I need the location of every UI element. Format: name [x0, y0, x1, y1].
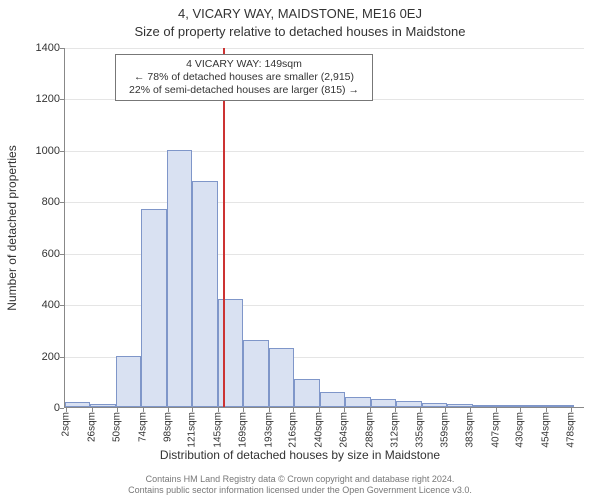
ytick-mark — [60, 151, 64, 152]
xtick-label: 383sqm — [465, 412, 476, 448]
xtick-label: 2sqm — [61, 412, 72, 436]
ytick-label: 200 — [10, 351, 60, 363]
ytick-mark — [60, 305, 64, 306]
histogram-bar — [167, 150, 192, 407]
xtick-label: 145sqm — [212, 412, 223, 448]
ytick-label: 400 — [10, 299, 60, 311]
annotation-line-1: 4 VICARY WAY: 149sqm — [186, 58, 302, 70]
footer-line-1: Contains HM Land Registry data © Crown c… — [146, 474, 455, 484]
footer-line-2: Contains public sector information licen… — [128, 485, 472, 495]
xtick-label: 240sqm — [313, 412, 324, 448]
ytick-mark — [60, 202, 64, 203]
gridline — [65, 202, 584, 203]
histogram-bar — [447, 404, 472, 407]
histogram-bar — [116, 356, 141, 407]
gridline — [65, 151, 584, 152]
ytick-mark — [60, 408, 64, 409]
ytick-label: 1400 — [10, 42, 60, 54]
annotation-line-2: ← 78% of detached houses are smaller (2,… — [134, 71, 354, 83]
xtick-label: 264sqm — [339, 412, 350, 448]
xtick-label: 74sqm — [137, 412, 148, 442]
ytick-mark — [60, 254, 64, 255]
annotation-box: 4 VICARY WAY: 149sqm ← 78% of detached h… — [115, 54, 373, 101]
xtick-label: 193sqm — [263, 412, 274, 448]
histogram-bar — [422, 403, 447, 407]
histogram-bar — [141, 209, 166, 407]
histogram-bar — [294, 379, 319, 407]
histogram-bar — [243, 340, 268, 407]
marker-line — [223, 48, 225, 407]
xtick-label: 121sqm — [187, 412, 198, 448]
xtick-label: 169sqm — [238, 412, 249, 448]
histogram-bar — [269, 348, 294, 407]
histogram-bar — [90, 404, 115, 407]
ytick-label: 0 — [10, 402, 60, 414]
annotation-line-3: 22% of semi-detached houses are larger (… — [129, 84, 359, 96]
xtick-label: 26sqm — [86, 412, 97, 442]
chart-container: 4, VICARY WAY, MAIDSTONE, ME16 0EJ Size … — [0, 0, 600, 500]
xtick-label: 288sqm — [364, 412, 375, 448]
xtick-label: 335sqm — [414, 412, 425, 448]
footer-attribution: Contains HM Land Registry data © Crown c… — [0, 474, 600, 496]
histogram-bar — [371, 399, 396, 407]
ytick-label: 800 — [10, 196, 60, 208]
histogram-bar — [498, 405, 523, 407]
ytick-mark — [60, 357, 64, 358]
histogram-bar — [192, 181, 217, 407]
xtick-label: 430sqm — [515, 412, 526, 448]
xtick-label: 359sqm — [439, 412, 450, 448]
histogram-bar — [345, 397, 370, 407]
xtick-label: 312sqm — [390, 412, 401, 448]
gridline — [65, 48, 584, 49]
ytick-label: 1200 — [10, 93, 60, 105]
histogram-bar — [218, 299, 243, 407]
xtick-label: 98sqm — [163, 412, 174, 442]
histogram-bar — [549, 405, 574, 407]
xtick-label: 407sqm — [490, 412, 501, 448]
title-line-2: Size of property relative to detached ho… — [0, 24, 600, 39]
histogram-bar — [396, 401, 421, 407]
ytick-label: 1000 — [10, 145, 60, 157]
histogram-bar — [65, 402, 90, 407]
xtick-label: 454sqm — [540, 412, 551, 448]
histogram-bar — [320, 392, 345, 407]
y-axis-label: Number of detached properties — [5, 145, 19, 310]
x-axis-label: Distribution of detached houses by size … — [0, 448, 600, 462]
ytick-mark — [60, 99, 64, 100]
histogram-bar — [523, 405, 548, 407]
xtick-label: 50sqm — [112, 412, 123, 442]
title-line-1: 4, VICARY WAY, MAIDSTONE, ME16 0EJ — [0, 6, 600, 21]
xtick-label: 216sqm — [288, 412, 299, 448]
ytick-label: 600 — [10, 248, 60, 260]
plot-area: 4 VICARY WAY: 149sqm ← 78% of detached h… — [64, 48, 584, 408]
ytick-mark — [60, 48, 64, 49]
histogram-bar — [473, 405, 498, 407]
xtick-label: 478sqm — [566, 412, 577, 448]
